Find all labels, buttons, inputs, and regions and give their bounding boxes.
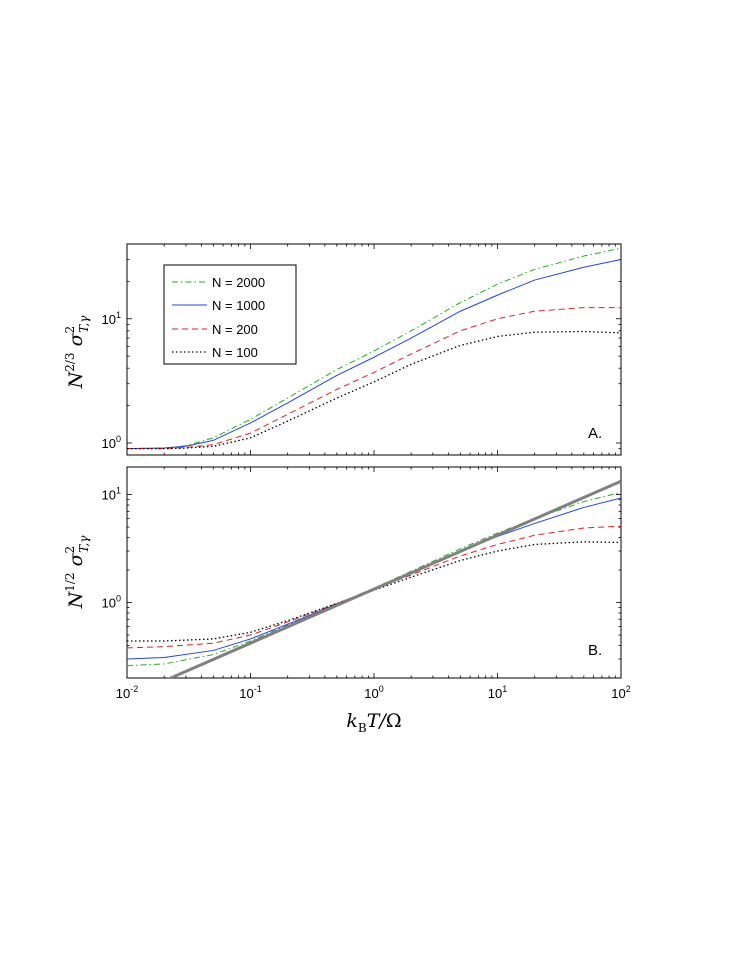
panel-a-ylabel: N2/3 σ2T,γ	[63, 315, 91, 390]
panel-a-y-tick-label: 101	[102, 310, 121, 327]
x-axis-label: kBT/Ω	[346, 710, 401, 735]
panel-b-ylabel: N1/2 σ2T,γ	[63, 535, 91, 610]
panel-b-x-tick-label: 100	[364, 684, 383, 701]
panel-a-series-n-1000	[127, 259, 621, 450]
panel-b-frame	[126, 466, 622, 679]
panel-b-x-tick-label: 10-2	[116, 684, 138, 701]
legend-label-n200: N = 200	[212, 322, 258, 337]
panel-b-label: B.	[588, 642, 602, 659]
panel-b-ticks: 100 101 10-2 10-1 100 101 102	[102, 467, 631, 701]
panel-b-series-n-2000	[127, 491, 621, 667]
panel-b-series-n-200	[127, 525, 621, 649]
panel-b-x-tick-label: 101	[488, 684, 507, 701]
panel-b-series	[127, 479, 621, 678]
panel-b: 100 101 10-2 10-1 100 101 102 B. N1/2 σ2T,γ kB…	[63, 466, 631, 735]
panel-a-series-n-2000	[127, 247, 621, 450]
panel-b-y-tick-label: 101	[102, 486, 121, 503]
legend-label-n100: N = 100	[212, 345, 258, 360]
panel-b-series-reference	[167, 479, 621, 678]
panel-b-x-tick-label: 102	[611, 684, 630, 701]
panel-a-series-n-200	[127, 307, 621, 450]
panel-a: 100 101 A. N2/3 σ2T,γ N = 2000 N = 1000 N…	[63, 243, 622, 456]
panel-a-y-tick-label: 100	[102, 434, 121, 451]
legend: N = 2000 N = 1000 N = 200 N = 100	[163, 264, 297, 365]
panel-a-series	[127, 247, 621, 450]
panel-b-series-n-1000	[127, 497, 621, 660]
legend-label-n2000: N = 2000	[212, 275, 265, 290]
panel-b-x-tick-label: 10-1	[239, 684, 261, 701]
panel-b-series-n-100	[127, 541, 621, 642]
panel-b-y-tick-label: 100	[102, 594, 121, 611]
panel-a-label: A.	[588, 425, 602, 442]
legend-label-n1000: N = 1000	[212, 298, 265, 313]
